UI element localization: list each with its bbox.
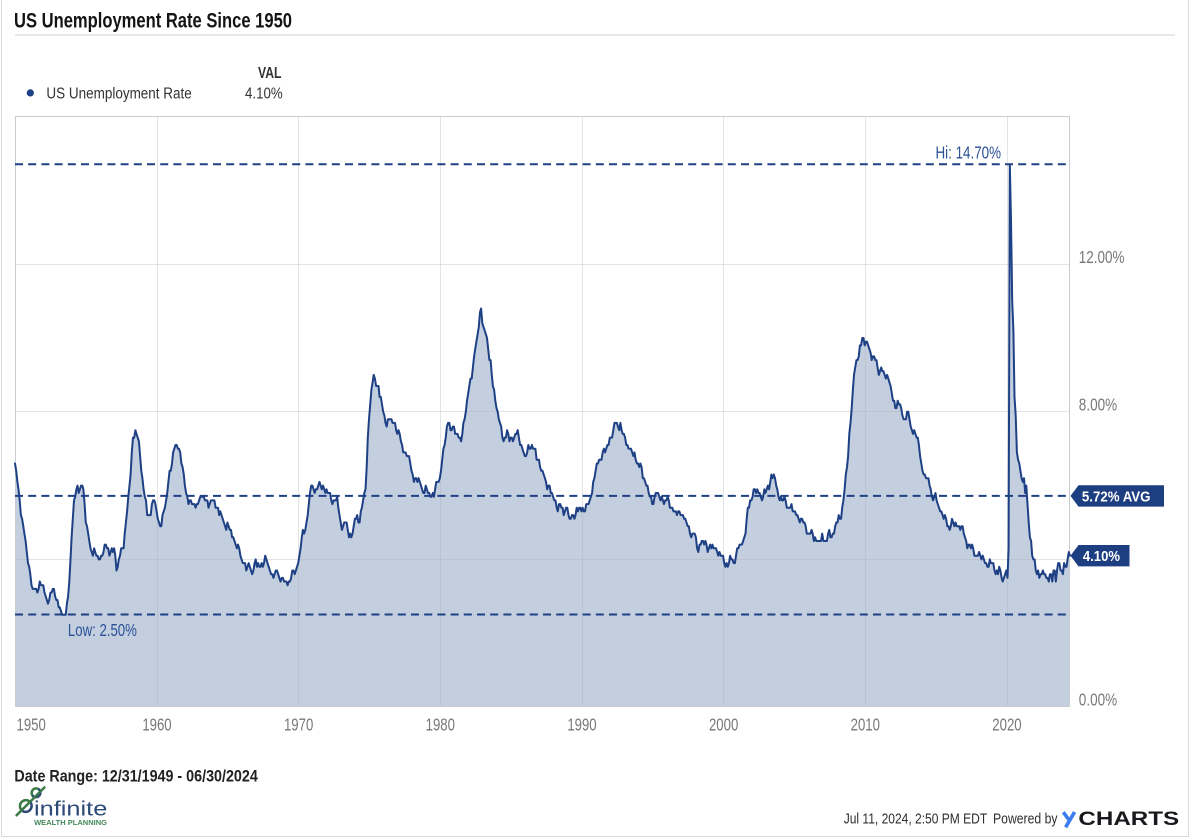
svg-text:4.10%: 4.10% — [245, 86, 283, 103]
svg-text:infinite: infinite — [34, 799, 107, 821]
svg-text:1990: 1990 — [567, 714, 596, 734]
svg-text:1960: 1960 — [142, 714, 171, 734]
svg-text:8.00%: 8.00% — [1079, 394, 1117, 414]
svg-text:0.00%: 0.00% — [1079, 690, 1117, 710]
svg-text:Hi: 14.70%: Hi: 14.70% — [936, 142, 1002, 162]
svg-text:1980: 1980 — [426, 714, 455, 734]
svg-text:5.72% AVG: 5.72% AVG — [1082, 488, 1151, 505]
svg-text:US Unemployment Rate: US Unemployment Rate — [46, 86, 191, 103]
svg-text:1970: 1970 — [284, 714, 313, 734]
svg-text:WEALTH PLANNING: WEALTH PLANNING — [34, 819, 107, 827]
svg-text:VAL: VAL — [258, 65, 281, 82]
svg-text:Date Range: 12/31/1949 - 06/30: Date Range: 12/31/1949 - 06/30/2024 — [14, 766, 258, 785]
svg-text:2000: 2000 — [709, 714, 738, 734]
svg-text:12.00%: 12.00% — [1079, 247, 1125, 267]
svg-text:CHARTS: CHARTS — [1078, 809, 1179, 830]
svg-text:Powered by: Powered by — [993, 811, 1058, 828]
svg-text:4.10%: 4.10% — [1083, 548, 1120, 565]
svg-text:2010: 2010 — [851, 714, 880, 734]
svg-text:Jul 11, 2024, 2:50 PM EDT: Jul 11, 2024, 2:50 PM EDT — [844, 811, 988, 828]
svg-text:Low: 2.50%: Low: 2.50% — [68, 620, 137, 640]
svg-text:2020: 2020 — [992, 714, 1021, 734]
svg-text:US Unemployment Rate Since 195: US Unemployment Rate Since 1950 — [14, 10, 292, 33]
svg-text:1950: 1950 — [17, 714, 46, 734]
